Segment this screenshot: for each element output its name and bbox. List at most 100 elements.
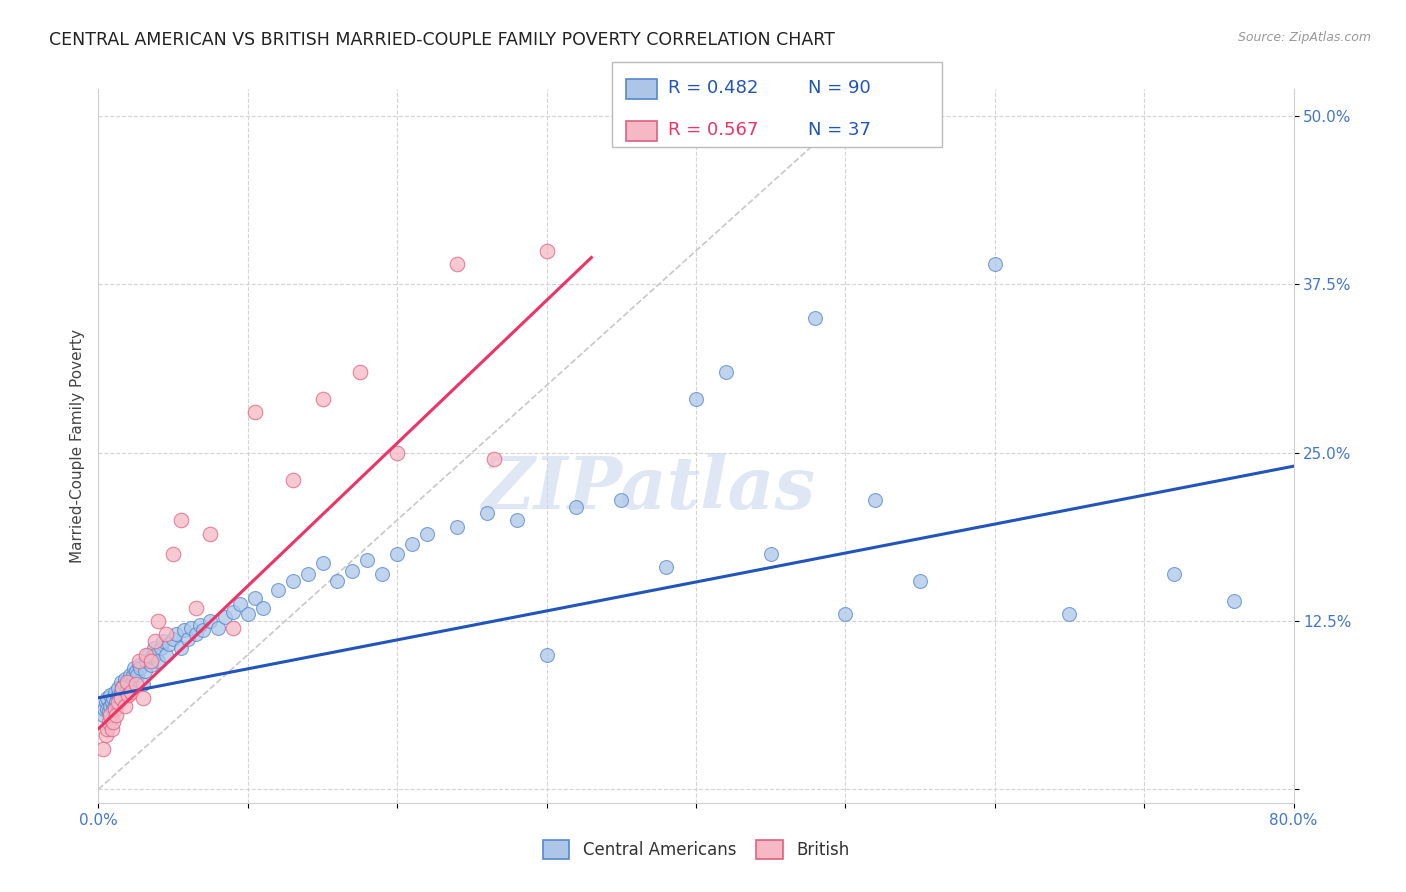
Point xyxy=(98,708,122,723)
Point xyxy=(132,690,155,705)
Point xyxy=(96,701,118,715)
Point xyxy=(121,668,143,682)
Point xyxy=(162,547,184,561)
Point xyxy=(484,452,506,467)
Point xyxy=(506,513,529,527)
Point xyxy=(804,311,827,326)
Point xyxy=(222,605,245,619)
Point xyxy=(139,655,162,669)
Point xyxy=(267,583,290,598)
Point xyxy=(356,553,378,567)
Point xyxy=(136,648,159,662)
Point xyxy=(565,500,588,514)
Point xyxy=(98,698,122,713)
Point xyxy=(349,365,371,379)
Point xyxy=(96,722,118,736)
Point xyxy=(132,677,155,691)
Point xyxy=(281,574,304,588)
Point xyxy=(222,621,245,635)
Point xyxy=(135,648,157,662)
Point xyxy=(416,526,439,541)
Point xyxy=(297,566,319,581)
Point xyxy=(117,688,139,702)
Point xyxy=(191,624,214,638)
Point xyxy=(139,658,162,673)
Point xyxy=(94,695,117,709)
Point xyxy=(107,695,129,709)
Point xyxy=(110,690,132,705)
Point xyxy=(142,640,165,655)
Point xyxy=(105,708,128,723)
Point xyxy=(759,547,782,561)
Point xyxy=(536,648,558,662)
Point xyxy=(385,446,409,460)
Legend: Central Americans, British: Central Americans, British xyxy=(536,834,856,866)
Point xyxy=(685,392,707,406)
Point xyxy=(446,520,468,534)
Point xyxy=(834,607,856,622)
Point xyxy=(112,677,135,691)
Point xyxy=(214,610,236,624)
Point xyxy=(610,492,633,507)
Point xyxy=(101,695,124,709)
Point xyxy=(128,658,150,673)
Point xyxy=(117,674,139,689)
Point xyxy=(124,661,146,675)
Point xyxy=(143,648,166,662)
Point xyxy=(446,257,468,271)
Point xyxy=(165,627,187,641)
Point xyxy=(91,742,114,756)
Point xyxy=(207,621,229,635)
Point xyxy=(155,627,177,641)
Point xyxy=(1059,607,1081,622)
Point xyxy=(200,526,222,541)
Point xyxy=(177,632,200,646)
Point xyxy=(105,695,128,709)
Point xyxy=(157,637,180,651)
Point xyxy=(120,677,142,691)
Point xyxy=(536,244,558,258)
Text: R = 0.482: R = 0.482 xyxy=(668,79,758,97)
Point xyxy=(115,674,138,689)
Point xyxy=(252,600,274,615)
Y-axis label: Married-Couple Family Poverty: Married-Couple Family Poverty xyxy=(69,329,84,563)
Point xyxy=(118,668,141,682)
Point xyxy=(91,708,114,723)
Point xyxy=(184,600,207,615)
Point xyxy=(184,627,207,641)
Point xyxy=(475,506,498,520)
Point xyxy=(143,634,166,648)
Point xyxy=(103,690,125,705)
Point xyxy=(97,704,120,718)
Point xyxy=(107,688,129,702)
Point xyxy=(110,685,132,699)
Point xyxy=(162,632,184,646)
Point xyxy=(245,591,267,606)
Point xyxy=(311,556,333,570)
Point xyxy=(93,701,115,715)
Point xyxy=(114,672,136,686)
Point xyxy=(148,655,170,669)
Point xyxy=(714,365,737,379)
Point xyxy=(103,701,125,715)
Point xyxy=(120,685,142,699)
Text: N = 90: N = 90 xyxy=(808,79,872,97)
Point xyxy=(150,640,173,655)
Point xyxy=(311,392,333,406)
Point xyxy=(104,685,127,699)
Point xyxy=(111,681,134,696)
Point xyxy=(236,607,259,622)
Point xyxy=(101,722,124,736)
Point xyxy=(200,614,222,628)
Point xyxy=(865,492,887,507)
Point xyxy=(188,618,211,632)
Point xyxy=(155,648,177,662)
Point xyxy=(148,614,170,628)
Text: N = 37: N = 37 xyxy=(808,121,872,139)
Point xyxy=(141,650,163,665)
Point xyxy=(1163,566,1185,581)
Point xyxy=(125,677,148,691)
Point xyxy=(1223,594,1246,608)
Point xyxy=(385,547,409,561)
Point xyxy=(96,690,118,705)
